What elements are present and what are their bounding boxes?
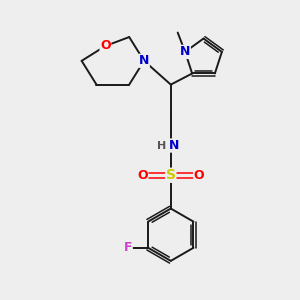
Text: H: H [157,140,166,151]
Text: N: N [139,54,149,67]
Text: O: O [194,169,204,182]
Text: N: N [169,139,180,152]
Text: S: S [166,168,176,182]
Text: N: N [180,45,190,58]
Text: O: O [100,40,111,52]
Text: F: F [124,241,132,254]
Text: O: O [137,169,148,182]
